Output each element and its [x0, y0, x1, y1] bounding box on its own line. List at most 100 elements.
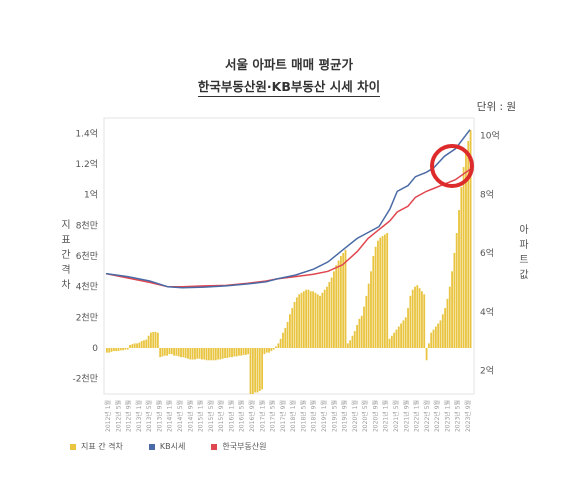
gap-bar [321, 292, 324, 348]
right-axis-label-char: 트 [519, 255, 528, 266]
legend-kb-label: KB시세 [159, 442, 186, 451]
gap-bar [226, 348, 229, 358]
x-tick-label: 2017년 5월 [269, 400, 277, 432]
gap-bar [326, 286, 328, 348]
x-tick-label: 2014년 1월 [166, 400, 174, 432]
gap-bar [460, 187, 463, 348]
gap-bar [163, 348, 166, 356]
gap-bar [166, 348, 169, 356]
gap-bar [286, 321, 289, 348]
gap-bar [247, 348, 250, 355]
gap-bar [143, 340, 145, 348]
gap-bar [233, 348, 236, 357]
x-tick-label: 2012년 9월 [125, 400, 133, 432]
gap-bar [388, 338, 391, 348]
gap-bar [138, 342, 141, 348]
x-tick-label: 2014년 9월 [186, 400, 194, 432]
gap-bar [316, 294, 319, 348]
x-tick-label: 2023년 9월 [464, 400, 472, 432]
gap-bar [374, 246, 377, 348]
gap-bar [351, 335, 354, 348]
gap-bar [126, 348, 129, 350]
left-tick-label: 0 [92, 344, 98, 354]
legend-reb-label: 한국부동산원 [222, 442, 267, 451]
gap-bar [177, 348, 180, 357]
x-tick-label: 2023년 5월 [454, 400, 462, 432]
kb-price-line [105, 129, 471, 289]
gap-bar [404, 317, 407, 348]
gap-bar [365, 295, 368, 348]
legend-gap-label: 지표 간 격차 [81, 442, 123, 451]
gap-bar [275, 346, 277, 348]
x-tick-label: 2022년 9월 [433, 400, 441, 432]
x-tick-label: 2012년 1월 [104, 400, 112, 432]
gap-bar [115, 348, 118, 352]
x-tick-label: 2020년 1월 [351, 400, 359, 432]
gap-bar [309, 291, 312, 348]
gap-bar [291, 308, 294, 348]
gap-bar [212, 348, 215, 361]
gap-bar [265, 348, 268, 353]
gap-bar [219, 348, 222, 360]
gap-bar [418, 288, 421, 348]
x-tick-label: 2019년 9월 [341, 400, 349, 432]
gap-bar [414, 286, 416, 348]
gap-bar [370, 271, 372, 348]
unit-label: 단위 : 원 [476, 101, 516, 113]
gap-bar [356, 325, 358, 348]
x-tick-label: 2012년 5월 [114, 400, 122, 432]
gap-bar [251, 348, 254, 394]
right-tick-label: 2억 [480, 365, 494, 377]
gap-bar [330, 277, 333, 348]
left-tick-label: 6천만 [76, 251, 98, 262]
legend-reb-swatch [211, 443, 218, 450]
chart-subtitle: 한국부동산원·KB부동산 시세 차이 [197, 79, 381, 97]
gap-bar [231, 348, 233, 358]
gap-bar [168, 348, 171, 355]
gap-bar [386, 233, 389, 348]
gap-bar [377, 240, 379, 348]
gap-bar [198, 348, 201, 359]
left-tick-label: 1억 [84, 189, 98, 201]
x-tick-label: 2022년 1월 [413, 400, 421, 432]
gap-bar [254, 348, 257, 393]
gap-bar [430, 332, 433, 348]
gap-bar [427, 343, 430, 348]
right-tick-label: 4억 [480, 306, 494, 318]
gap-bar [203, 348, 206, 360]
x-tick-label: 2019년 1월 [320, 400, 328, 432]
gap-bar [106, 348, 108, 353]
right-tick-label: 10억 [480, 130, 500, 142]
gap-bar [379, 237, 382, 348]
gap-bar [112, 348, 115, 352]
gap-bar [421, 291, 423, 348]
gap-bar [217, 348, 219, 360]
x-tick-label: 2013년 9월 [155, 400, 163, 432]
gap-bar [441, 314, 444, 348]
gap-bar [242, 348, 245, 355]
gap-bar [173, 348, 175, 356]
gap-bar [462, 167, 465, 348]
left-tick-label: 4천만 [76, 282, 98, 293]
left-axis-label-char: 지 [61, 219, 70, 231]
gap-bar [180, 348, 182, 358]
left-tick-label: 1.2억 [75, 158, 98, 170]
chart-title: 서울 아파트 매매 평균가 [224, 57, 354, 72]
gap-bar [136, 343, 138, 348]
gap-bar [302, 291, 305, 348]
left-tick-label: 8천만 [76, 220, 98, 231]
gap-bar [337, 260, 340, 348]
gap-bar [129, 344, 131, 348]
gap-bar [295, 297, 298, 348]
gap-bar [175, 348, 178, 356]
gap-bar [346, 343, 349, 348]
gap-bar [170, 348, 173, 355]
gap-bar [312, 291, 314, 348]
highlight-circle [430, 144, 474, 188]
legend-gap-swatch [70, 443, 76, 450]
gap-bar [328, 282, 331, 348]
gap-bar [117, 348, 120, 352]
x-tick-label: 2018년 1월 [289, 400, 297, 432]
gap-bar [122, 348, 125, 351]
